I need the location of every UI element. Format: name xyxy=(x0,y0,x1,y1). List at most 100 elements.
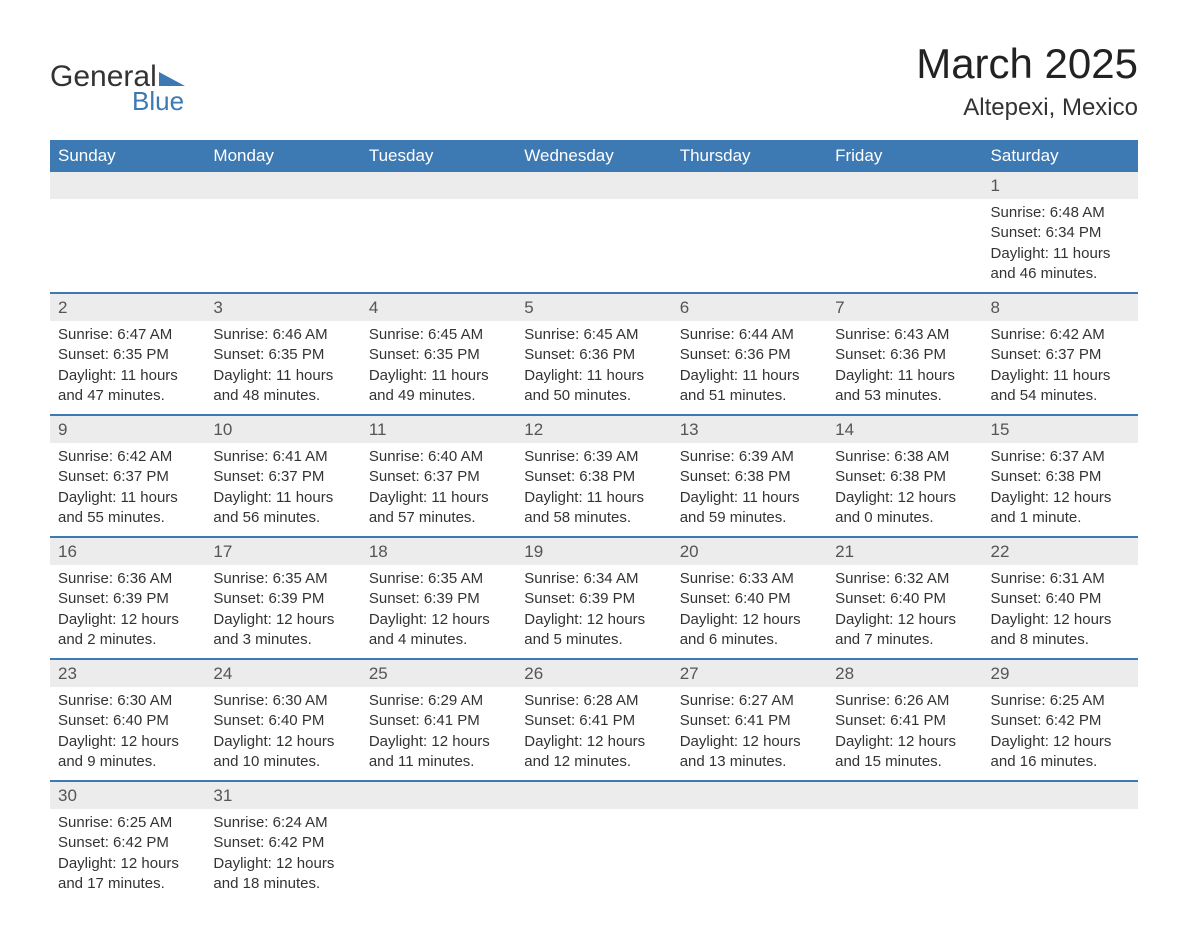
sunset-text: Sunset: 6:40 PM xyxy=(991,589,1130,609)
daylight2-text: and 2 minutes. xyxy=(58,630,197,650)
daylight1-text: Daylight: 12 hours xyxy=(524,610,663,630)
day-cell-details: Sunrise: 6:39 AMSunset: 6:38 PMDaylight:… xyxy=(516,443,671,537)
day-number: 27 xyxy=(672,660,827,687)
sunrise-text: Sunrise: 6:39 AM xyxy=(524,447,663,467)
details-row: Sunrise: 6:25 AMSunset: 6:42 PMDaylight:… xyxy=(50,809,1138,902)
daylight1-text: Daylight: 12 hours xyxy=(369,610,508,630)
calendar-table: Sunday Monday Tuesday Wednesday Thursday… xyxy=(50,140,1138,902)
sunrise-text: Sunrise: 6:45 AM xyxy=(369,325,508,345)
day-number: 26 xyxy=(516,660,671,687)
details-row: Sunrise: 6:48 AMSunset: 6:34 PMDaylight:… xyxy=(50,199,1138,293)
day-number: 19 xyxy=(516,538,671,565)
day-cell-details xyxy=(827,809,982,902)
sunrise-text: Sunrise: 6:30 AM xyxy=(213,691,352,711)
day-cell-header: 26 xyxy=(516,659,671,687)
day-cell-header xyxy=(361,781,516,809)
day-number: 6 xyxy=(672,294,827,321)
day-number: 4 xyxy=(361,294,516,321)
day-number: 5 xyxy=(516,294,671,321)
daylight1-text: Daylight: 11 hours xyxy=(58,488,197,508)
day-cell-details: Sunrise: 6:41 AMSunset: 6:37 PMDaylight:… xyxy=(205,443,360,537)
sunset-text: Sunset: 6:38 PM xyxy=(524,467,663,487)
daylight2-text: and 55 minutes. xyxy=(58,508,197,528)
day-cell-header: 25 xyxy=(361,659,516,687)
daylight2-text: and 5 minutes. xyxy=(524,630,663,650)
sunset-text: Sunset: 6:39 PM xyxy=(58,589,197,609)
day-cell-details: Sunrise: 6:35 AMSunset: 6:39 PMDaylight:… xyxy=(361,565,516,659)
sunset-text: Sunset: 6:38 PM xyxy=(835,467,974,487)
daylight2-text: and 18 minutes. xyxy=(213,874,352,894)
daylight2-text: and 50 minutes. xyxy=(524,386,663,406)
day-number: 7 xyxy=(827,294,982,321)
sunset-text: Sunset: 6:34 PM xyxy=(991,223,1130,243)
sunset-text: Sunset: 6:35 PM xyxy=(58,345,197,365)
weekday-header: Monday xyxy=(205,140,360,172)
day-number: 13 xyxy=(672,416,827,443)
day-cell-header: 30 xyxy=(50,781,205,809)
day-cell-details: Sunrise: 6:45 AMSunset: 6:36 PMDaylight:… xyxy=(516,321,671,415)
daylight2-text: and 6 minutes. xyxy=(680,630,819,650)
day-cell-header xyxy=(50,172,205,199)
day-cell-details: Sunrise: 6:37 AMSunset: 6:38 PMDaylight:… xyxy=(983,443,1138,537)
day-cell-header: 27 xyxy=(672,659,827,687)
daylight1-text: Daylight: 11 hours xyxy=(524,488,663,508)
day-cell-details: Sunrise: 6:24 AMSunset: 6:42 PMDaylight:… xyxy=(205,809,360,902)
day-cell-details: Sunrise: 6:42 AMSunset: 6:37 PMDaylight:… xyxy=(983,321,1138,415)
day-number: 10 xyxy=(205,416,360,443)
day-cell-details xyxy=(516,199,671,293)
day-number xyxy=(827,172,982,179)
sunset-text: Sunset: 6:38 PM xyxy=(991,467,1130,487)
daylight1-text: Daylight: 12 hours xyxy=(213,732,352,752)
day-cell-details: Sunrise: 6:35 AMSunset: 6:39 PMDaylight:… xyxy=(205,565,360,659)
day-cell-header xyxy=(672,172,827,199)
day-cell-details: Sunrise: 6:43 AMSunset: 6:36 PMDaylight:… xyxy=(827,321,982,415)
day-cell-details: Sunrise: 6:30 AMSunset: 6:40 PMDaylight:… xyxy=(205,687,360,781)
day-number: 18 xyxy=(361,538,516,565)
sunrise-text: Sunrise: 6:46 AM xyxy=(213,325,352,345)
weekday-header: Tuesday xyxy=(361,140,516,172)
day-cell-details: Sunrise: 6:38 AMSunset: 6:38 PMDaylight:… xyxy=(827,443,982,537)
daylight1-text: Daylight: 11 hours xyxy=(991,366,1130,386)
sunrise-text: Sunrise: 6:43 AM xyxy=(835,325,974,345)
daylight2-text: and 17 minutes. xyxy=(58,874,197,894)
day-cell-details: Sunrise: 6:29 AMSunset: 6:41 PMDaylight:… xyxy=(361,687,516,781)
sunrise-text: Sunrise: 6:31 AM xyxy=(991,569,1130,589)
sunset-text: Sunset: 6:40 PM xyxy=(680,589,819,609)
daylight1-text: Daylight: 12 hours xyxy=(991,488,1130,508)
day-number: 21 xyxy=(827,538,982,565)
daylight2-text: and 53 minutes. xyxy=(835,386,974,406)
weekday-header: Sunday xyxy=(50,140,205,172)
day-cell-header: 24 xyxy=(205,659,360,687)
day-cell-header xyxy=(516,172,671,199)
day-cell-header xyxy=(205,172,360,199)
day-cell-header xyxy=(516,781,671,809)
sunset-text: Sunset: 6:41 PM xyxy=(524,711,663,731)
day-number xyxy=(516,782,671,789)
daynum-row: 1 xyxy=(50,172,1138,199)
daylight1-text: Daylight: 11 hours xyxy=(369,488,508,508)
day-cell-header: 13 xyxy=(672,415,827,443)
day-number: 15 xyxy=(983,416,1138,443)
sunset-text: Sunset: 6:42 PM xyxy=(58,833,197,853)
day-cell-details xyxy=(827,199,982,293)
day-cell-details: Sunrise: 6:39 AMSunset: 6:38 PMDaylight:… xyxy=(672,443,827,537)
day-number xyxy=(50,172,205,179)
daylight2-text: and 47 minutes. xyxy=(58,386,197,406)
sunrise-text: Sunrise: 6:26 AM xyxy=(835,691,974,711)
day-cell-details xyxy=(672,199,827,293)
sunset-text: Sunset: 6:41 PM xyxy=(369,711,508,731)
sunset-text: Sunset: 6:39 PM xyxy=(369,589,508,609)
daylight1-text: Daylight: 11 hours xyxy=(213,366,352,386)
daylight1-text: Daylight: 12 hours xyxy=(58,854,197,874)
sunset-text: Sunset: 6:38 PM xyxy=(680,467,819,487)
month-title: March 2025 xyxy=(916,40,1138,88)
day-number xyxy=(827,782,982,789)
day-cell-header: 17 xyxy=(205,537,360,565)
daylight1-text: Daylight: 12 hours xyxy=(524,732,663,752)
day-cell-header xyxy=(827,172,982,199)
day-cell-header: 9 xyxy=(50,415,205,443)
location: Altepexi, Mexico xyxy=(916,94,1138,122)
sunset-text: Sunset: 6:42 PM xyxy=(213,833,352,853)
daylight2-text: and 9 minutes. xyxy=(58,752,197,772)
daynum-row: 9101112131415 xyxy=(50,415,1138,443)
